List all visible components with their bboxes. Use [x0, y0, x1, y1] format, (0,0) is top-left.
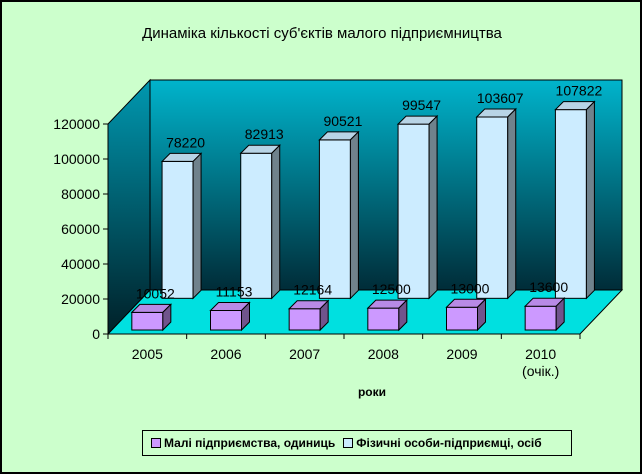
bar [523, 296, 566, 332]
data-label: 90521 [323, 113, 362, 129]
x-axis-label: роки [358, 385, 386, 399]
bar-front [288, 308, 321, 331]
bar-side [349, 130, 359, 300]
data-label: 99547 [402, 97, 441, 113]
bar-side [477, 298, 486, 332]
y-tick-label: 60000 [61, 221, 100, 237]
bar [445, 298, 487, 332]
legend-label: Малі підприємства, одиниць [164, 436, 336, 450]
x-tick-label: (очік.) [522, 363, 559, 379]
bar [209, 301, 251, 332]
y-axis: 0 20000 40000 60000 80000 100000 120000 [53, 116, 109, 342]
bars-group [130, 100, 596, 332]
data-label: 13600 [529, 279, 568, 295]
bar-side [585, 100, 595, 300]
bar-front [397, 123, 430, 299]
back-wall [149, 79, 623, 291]
bar-front [240, 152, 273, 299]
bar-front [554, 109, 587, 299]
bar [160, 152, 203, 300]
bar-side [428, 114, 438, 300]
y-tick-label: 120000 [53, 116, 100, 132]
bar-front [524, 305, 557, 331]
y-tick-label: 0 [92, 326, 100, 342]
bar [396, 114, 439, 300]
data-label: 12500 [372, 281, 411, 297]
data-label: 12164 [293, 282, 332, 298]
x-tick-label: 2006 [210, 346, 241, 362]
x-tick-label: 2008 [368, 346, 399, 362]
y-tick-label: 100000 [53, 151, 100, 167]
y-tick-label: 40000 [61, 256, 100, 272]
y-tick-label: 20000 [61, 291, 100, 307]
x-tick-label: 2009 [446, 346, 477, 362]
bar-side [162, 303, 172, 332]
bar-side [192, 152, 202, 300]
x-tick-label: 2005 [132, 346, 163, 362]
data-label: 13000 [451, 280, 490, 296]
x-axis: 2005 2006 2007 2008 2009 2010(очік.) [107, 333, 581, 379]
legend-swatch [151, 438, 161, 448]
bar [130, 303, 173, 332]
legend-swatch [343, 438, 354, 448]
bar [239, 144, 281, 300]
x-tick-label: 2010 [525, 346, 556, 362]
bar-front [161, 160, 194, 299]
bar [366, 298, 409, 332]
bar-front [318, 139, 351, 299]
legend-item-1: Малі підприємства, одиниць [151, 436, 335, 450]
data-label: 82913 [245, 126, 284, 142]
data-label: 78220 [166, 134, 205, 150]
bar-side [398, 298, 408, 332]
data-label: 103607 [477, 90, 524, 106]
bar [287, 299, 330, 332]
bar-front [210, 309, 242, 331]
data-label: 10052 [136, 285, 175, 301]
legend-label: Фізичні особи-підприємці, осіб [356, 436, 542, 450]
bar-front [476, 116, 509, 299]
bar-side [507, 107, 517, 300]
legend-item-2: Фізичні особи-підприємці, осіб [343, 436, 542, 450]
x-tick-label: 2007 [289, 346, 320, 362]
chart-walls [106, 78, 624, 336]
bar [554, 100, 596, 300]
data-label: 11153 [216, 283, 253, 299]
bar-side [555, 296, 565, 332]
bar-front [131, 311, 164, 331]
bar-side [271, 144, 281, 300]
data-label: 107822 [556, 83, 603, 99]
bar-front [367, 307, 400, 331]
bar-side [319, 299, 329, 332]
bar-side [241, 301, 250, 332]
bar-front [446, 306, 478, 331]
data-labels-group: 78220 82913 90521 99547 103607 107822 10052 111… [136, 83, 603, 302]
legend: Малі підприємства, одиниць Фізичні особи-… [142, 430, 572, 456]
bar [318, 130, 360, 300]
bar [475, 107, 517, 300]
chart-title: Динаміка кількості суб'єктів малого підп… [142, 25, 502, 42]
y-tick-label: 80000 [61, 186, 100, 202]
